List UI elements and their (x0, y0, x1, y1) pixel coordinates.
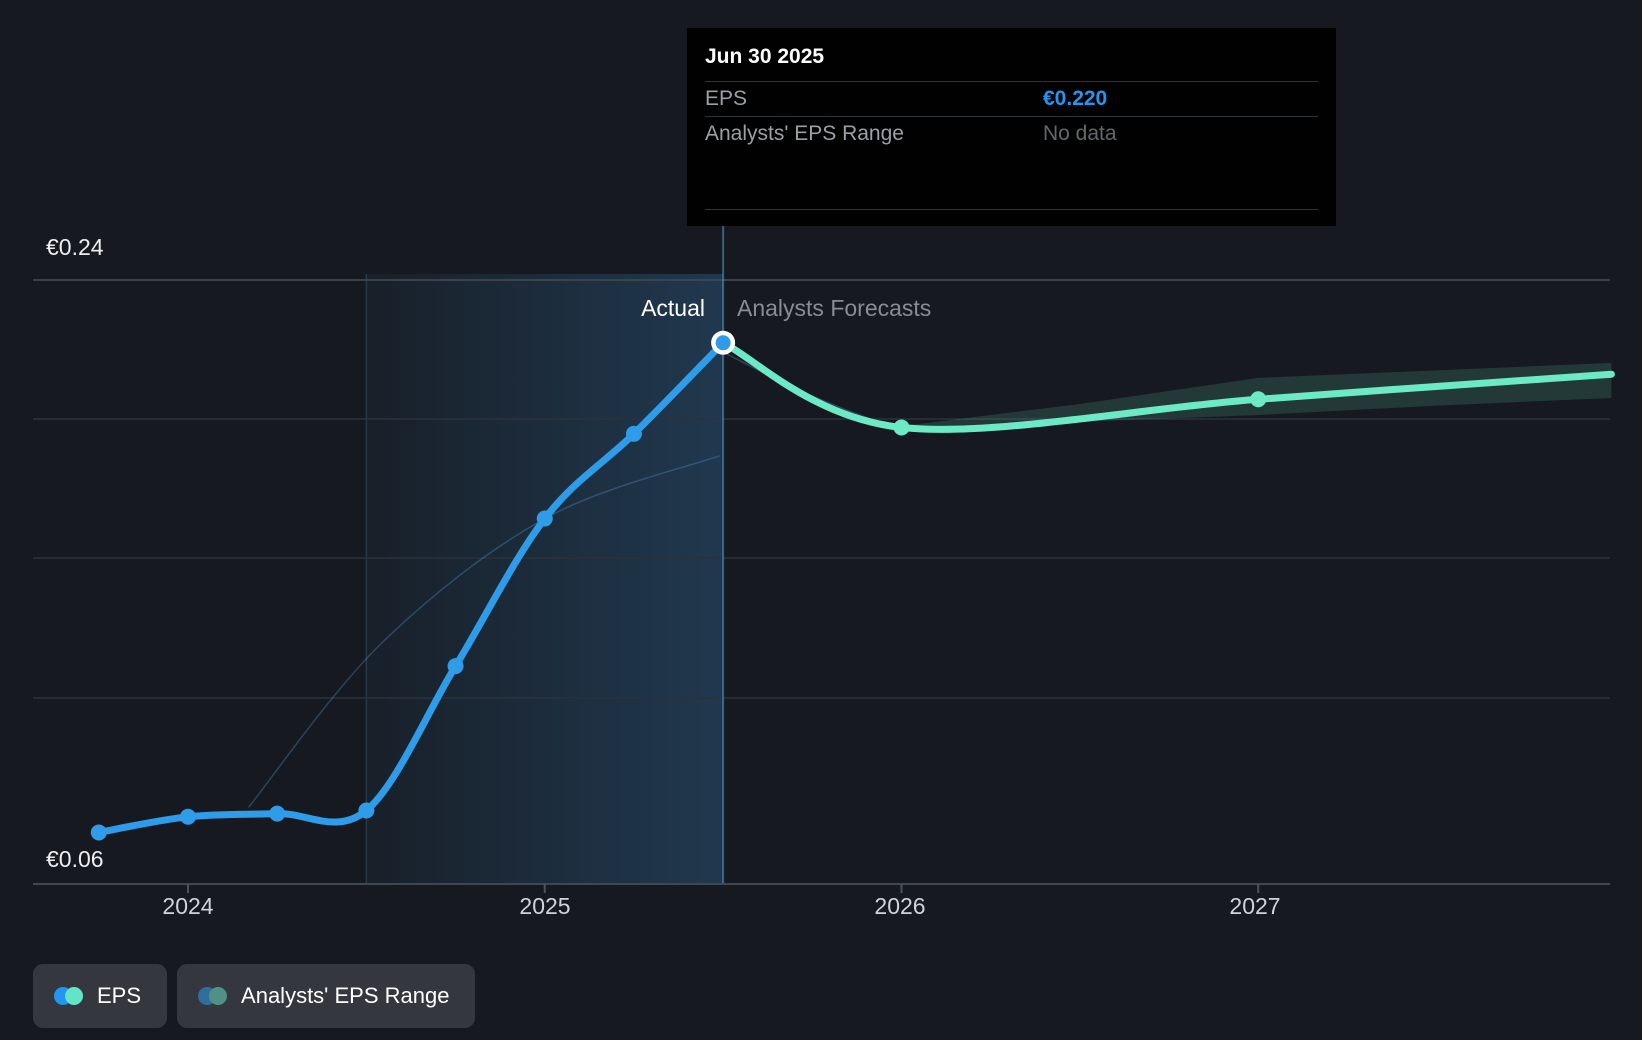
tooltip-bottom-divider (705, 209, 1318, 210)
eps-actual-point[interactable] (90, 824, 107, 841)
hovered-point[interactable] (715, 335, 731, 351)
tooltip-row-range: Analysts' EPS Range No data (705, 116, 1318, 151)
x-tick-2024: 2024 (162, 893, 214, 919)
eps-actual-point[interactable] (269, 805, 286, 822)
tooltip-range-value: No data (1043, 122, 1117, 145)
eps-forecast-line (719, 339, 1615, 433)
eps-actual-point[interactable] (625, 425, 642, 442)
chart-legend: EPS Analysts' EPS Range (33, 964, 476, 1028)
x-tick-2025: 2025 (519, 893, 571, 919)
actual-highlight-region (366, 274, 724, 884)
tooltip-eps-value: €0.220 (1043, 87, 1108, 110)
range-legend-swatch-icon (198, 987, 228, 1005)
legend-range-toggle[interactable]: Analysts' EPS Range (177, 964, 476, 1028)
eps-teal-dot-icon (65, 987, 83, 1005)
eps-forecast-point[interactable] (1250, 391, 1267, 408)
eps-actual-point[interactable] (536, 510, 553, 527)
eps-legend-swatch-icon (54, 987, 83, 1005)
eps-actual-point[interactable] (447, 658, 464, 675)
y-axis-min-label: €0.06 (46, 846, 104, 872)
tooltip-date: Jun 30 2025 (705, 45, 825, 68)
eps-actual-line (95, 339, 727, 836)
legend-eps-toggle[interactable]: EPS (33, 964, 168, 1028)
tooltip-row-eps: EPS €0.220 (705, 81, 1318, 116)
tooltip-range-label: Analysts' EPS Range (705, 122, 904, 145)
chart-tooltip: Jun 30 2025 EPS €0.220 Analysts' EPS Ran… (687, 28, 1336, 226)
tooltip-eps-label: EPS (705, 87, 748, 110)
y-axis-max-label: €0.24 (46, 234, 104, 260)
x-tick-2026: 2026 (874, 893, 926, 919)
range-teal-dot-icon (209, 987, 228, 1005)
actual-segment-label: Actual (641, 295, 705, 321)
reference-curve-0 (248, 455, 720, 808)
eps-forecast-point[interactable] (893, 419, 910, 436)
legend-eps-label: EPS (97, 983, 142, 1008)
x-tick-2027: 2027 (1229, 893, 1281, 919)
eps-actual-point[interactable] (358, 802, 375, 819)
legend-range-label: Analysts' EPS Range (241, 983, 450, 1008)
eps-actual-point[interactable] (180, 808, 196, 825)
forecast-segment-label: Analysts Forecasts (737, 295, 932, 321)
